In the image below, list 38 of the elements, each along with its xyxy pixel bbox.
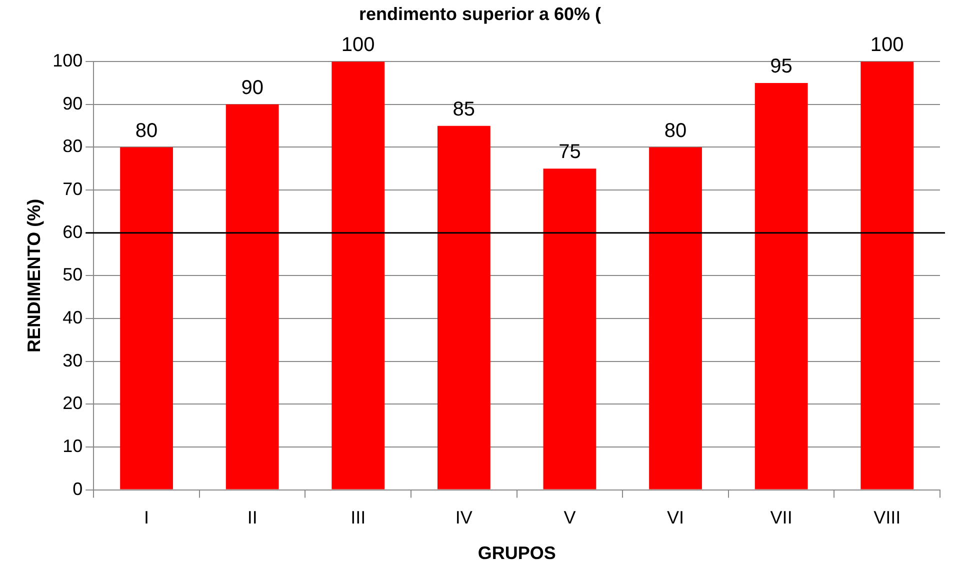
bar [754, 83, 808, 490]
y-tick-label: 60 [62, 222, 83, 242]
y-tick-label: 30 [62, 350, 83, 370]
x-tick-label: I [144, 508, 150, 528]
y-tick-label: 20 [62, 393, 83, 414]
y-axis-title: RENDIMENTO (%) [24, 198, 44, 353]
x-tick-label: V [564, 508, 576, 528]
data-label: 90 [241, 76, 264, 99]
x-tick-label: II [247, 508, 258, 528]
y-tick-label: 80 [62, 136, 83, 156]
y-tick-label: 40 [62, 307, 83, 328]
y-tick-label: 50 [62, 264, 83, 285]
data-label: 80 [135, 120, 158, 142]
bar [332, 62, 385, 490]
bar [120, 147, 173, 490]
chart-title: rendimento superior a 60% ( [358, 4, 602, 24]
bar [226, 104, 279, 490]
x-tick-label: VII [770, 508, 792, 528]
x-axis-title: GRUPOS [478, 543, 556, 564]
y-tick-label: 0 [72, 478, 83, 499]
bar [437, 126, 490, 490]
y-tick-label: 100 [52, 50, 83, 71]
x-tick-label: III [350, 508, 366, 528]
bar [543, 168, 596, 490]
bar [860, 62, 914, 490]
x-tick-label: VI [667, 508, 684, 528]
data-label: 80 [664, 120, 687, 142]
data-label: 95 [770, 56, 792, 78]
data-label: 75 [558, 141, 581, 164]
data-label: 100 [870, 34, 904, 56]
x-tick-label: IV [455, 508, 472, 528]
y-tick-label: 70 [62, 179, 83, 200]
x-tick-label: VIII [874, 508, 901, 528]
y-tick-label: 90 [62, 93, 83, 114]
data-label: 100 [341, 34, 375, 56]
bar [649, 147, 702, 490]
y-tick-label: 10 [62, 436, 83, 456]
data-label: 85 [452, 98, 476, 120]
